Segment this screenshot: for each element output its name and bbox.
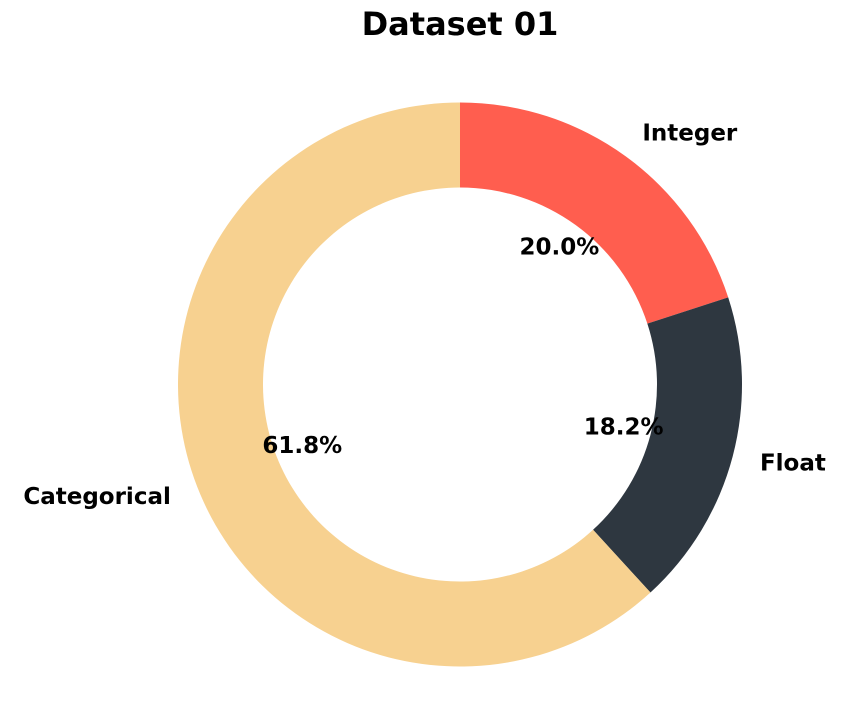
slice-integer (460, 102, 729, 324)
slice-pct-float: 18.2% (584, 415, 664, 441)
slice-pct-categorical: 61.8% (262, 433, 342, 459)
slice-float (593, 297, 743, 593)
labels-group: Integer 20.0% Float 18.2% Categorical 61.8% (23, 121, 826, 510)
slice-categorical (177, 102, 651, 667)
slice-label-float: Float (760, 451, 826, 477)
slice-pct-integer: 20.0% (520, 235, 600, 261)
slices-group (177, 102, 743, 667)
slice-label-integer: Integer (642, 121, 738, 147)
slice-label-categorical: Categorical (23, 484, 171, 510)
chart-title: Dataset 01 (362, 5, 559, 43)
